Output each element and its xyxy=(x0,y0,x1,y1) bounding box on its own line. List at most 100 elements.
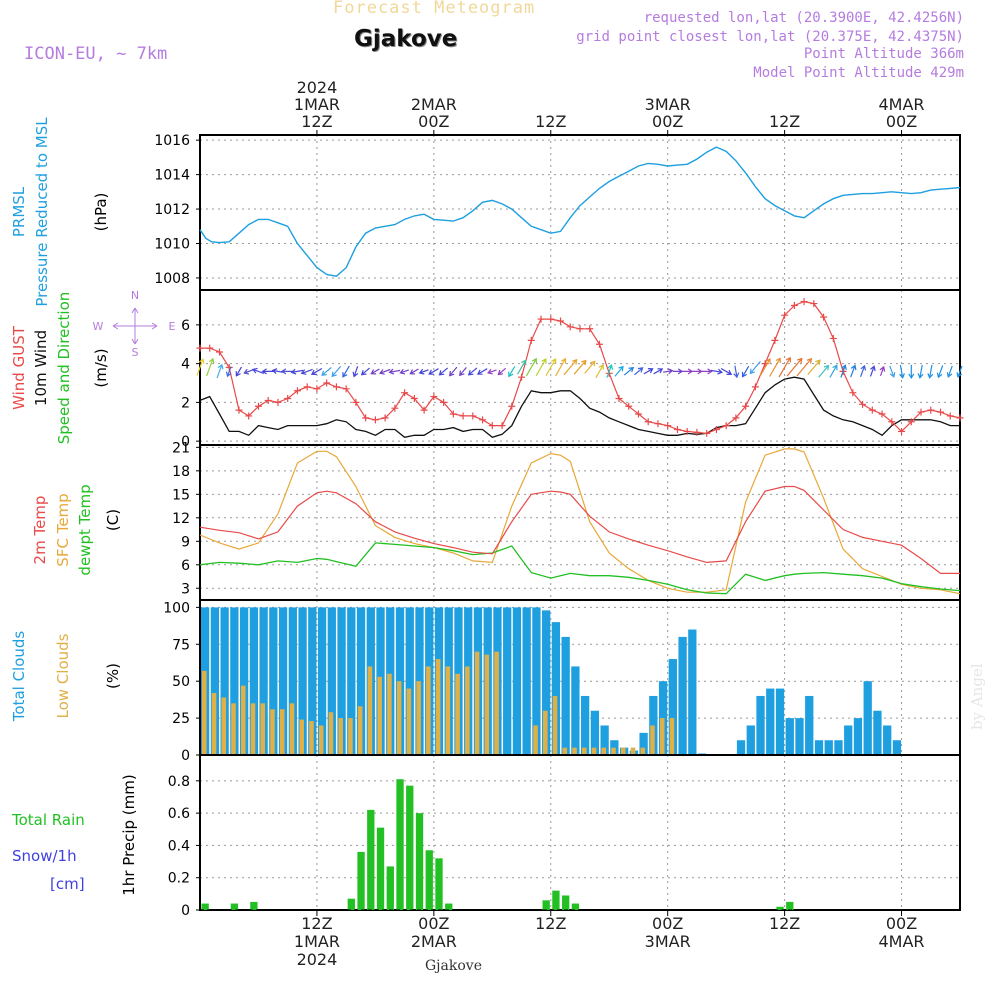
wind-arrow xyxy=(555,357,567,377)
low-cloud-bar xyxy=(620,747,626,755)
y-tick-label: 6 xyxy=(181,318,190,334)
precip-bar xyxy=(415,813,424,910)
wind-arrow xyxy=(206,357,215,377)
gust-label: Wind GUST xyxy=(10,325,28,410)
precip-bar xyxy=(776,906,784,910)
wind-arrow xyxy=(606,364,614,378)
gust-marker xyxy=(206,344,214,352)
total-cloud-bar xyxy=(259,607,268,755)
total-cloud-bar xyxy=(551,622,561,755)
gust-marker xyxy=(898,427,906,435)
wind-arrow xyxy=(956,365,963,378)
total-cloud-bar xyxy=(230,607,239,755)
temperature-panel: 3 6 9 12 15 18 21 xyxy=(172,440,961,601)
y-tick-label: 0.6 xyxy=(168,806,190,822)
gust-marker xyxy=(576,325,584,333)
model-name: ICON-EU, ~ 7km xyxy=(24,44,168,64)
y-tick-label: 18 xyxy=(172,464,190,480)
low-cloud-bar xyxy=(659,718,665,755)
low-cloud-bar xyxy=(309,721,314,755)
bottom-time-label: 00Z xyxy=(418,914,449,933)
total-cloud-bar xyxy=(805,695,814,755)
wind-arrow xyxy=(840,364,847,378)
total-cloud-bar xyxy=(503,607,512,755)
total-cloud-bar xyxy=(542,610,551,755)
low-cloud-bar xyxy=(474,651,480,755)
wind-arrow xyxy=(516,359,527,375)
low-cloud-bar xyxy=(640,747,646,755)
wind-arrow xyxy=(879,365,886,377)
low-cloud-bar xyxy=(455,673,460,755)
gust-marker xyxy=(264,396,272,404)
wind-arrow xyxy=(662,368,674,375)
low-cloud-bar xyxy=(435,659,441,755)
wind-arrow xyxy=(860,364,867,378)
wind-arrow xyxy=(331,366,342,378)
bottom-time-label: 2024 xyxy=(297,950,338,969)
point-altitude: Point Altitude 366m xyxy=(803,46,964,62)
wind-arrow xyxy=(399,368,410,375)
gust-marker xyxy=(284,395,292,402)
wind-arrow xyxy=(370,368,380,375)
total-cloud-bar xyxy=(308,607,317,755)
total-cloud-bar xyxy=(678,636,687,755)
total-cloud-bar xyxy=(522,607,531,755)
temp2m-line xyxy=(199,485,960,575)
wind-arrow xyxy=(448,366,458,377)
temp2m-label: 2m Temp xyxy=(31,496,49,565)
total-cloud-bar xyxy=(269,607,278,755)
gust-marker xyxy=(683,427,691,435)
wind-arrow xyxy=(595,364,604,379)
gust-marker xyxy=(917,408,925,416)
low-cloud-bar xyxy=(494,651,499,755)
wind-arrow xyxy=(701,368,713,375)
wind10m-line xyxy=(199,376,960,439)
gust-marker xyxy=(703,429,711,437)
low-cloud-bar xyxy=(406,688,412,755)
y-tick-label: 12 xyxy=(172,511,190,527)
total-cloud-bar xyxy=(210,607,220,755)
wind-arrow xyxy=(936,365,944,379)
low-cloud-bar xyxy=(416,681,421,755)
low-cloud-bar xyxy=(543,710,548,755)
gust-marker xyxy=(810,300,818,308)
total-cloud-bar xyxy=(532,607,541,755)
total-cloud-bar xyxy=(639,732,648,755)
total-cloud-bar xyxy=(873,710,882,755)
precip-bar xyxy=(425,850,433,910)
gust-marker xyxy=(303,383,311,391)
wind-arrow xyxy=(535,357,547,376)
requested-coords: requested lon,lat (20.3900E, 42.4256N) xyxy=(643,10,964,26)
gust-marker xyxy=(907,418,915,426)
top-time-label: 4MAR xyxy=(879,95,925,114)
dewpt-label: dewpt Temp xyxy=(76,484,94,575)
low-cloud-bar xyxy=(279,709,285,755)
wind-arrow xyxy=(573,359,587,375)
wind-arrow xyxy=(243,368,254,375)
gust-marker xyxy=(722,422,730,430)
precip-bar xyxy=(367,809,375,910)
precip-bar xyxy=(386,866,394,910)
low-cloud-bar xyxy=(367,666,373,755)
gust-marker xyxy=(293,387,301,395)
gust-marker xyxy=(410,395,418,402)
wind-panel: 0 2 4 6 xyxy=(181,289,964,450)
low-cloud-bar xyxy=(611,747,616,755)
snow-unit-label: [cm] xyxy=(50,875,85,893)
y-tick-label: 6 xyxy=(181,558,190,574)
wind-arrow xyxy=(428,368,439,375)
gust-marker xyxy=(371,416,379,424)
wind-arrow xyxy=(720,367,733,375)
total-cloud-bar xyxy=(590,710,600,755)
y-tick-label: 75 xyxy=(172,637,190,653)
total-cloud-bar xyxy=(668,659,677,755)
gust-marker xyxy=(751,383,759,391)
wind-arrow xyxy=(908,364,915,380)
low-cloud-bar xyxy=(318,725,324,755)
wind-dir-label: Speed and Direction xyxy=(55,292,73,445)
total-cloud-bar xyxy=(883,725,892,755)
total-cloud-bar xyxy=(298,607,307,755)
wind-arrow xyxy=(733,365,740,379)
gust-marker xyxy=(820,313,828,321)
compass-w: W xyxy=(93,320,104,333)
